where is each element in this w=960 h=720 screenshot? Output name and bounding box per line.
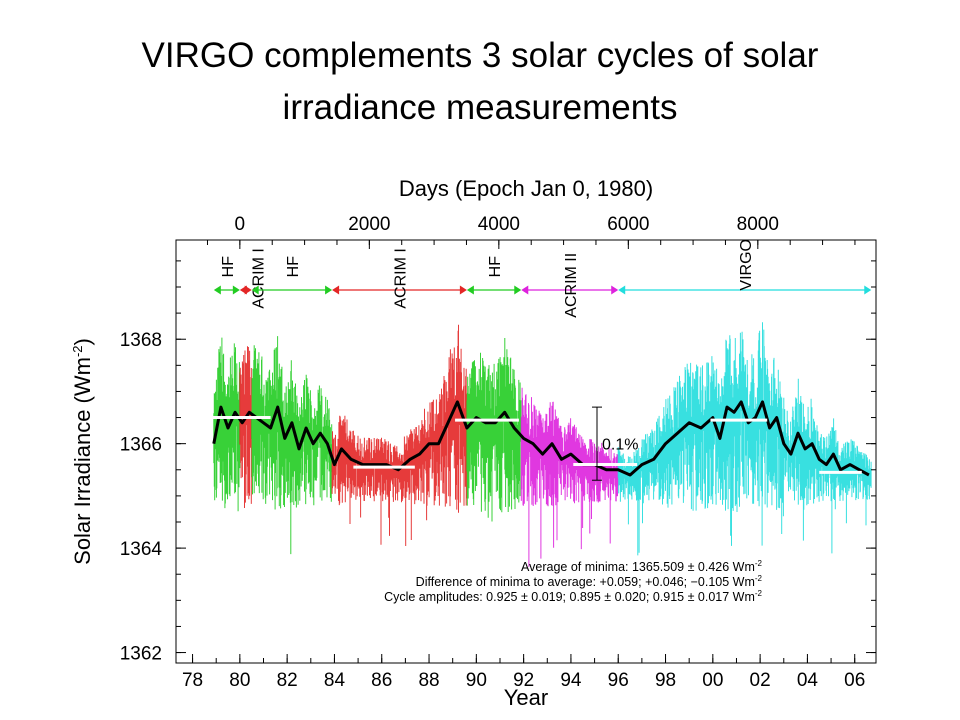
slide-title-line-1: VIRGO complements 3 solar cycles of sola… [141,36,819,75]
year-tick-label: 78 [182,670,203,691]
daily-irradiance-segment-5 [520,387,619,567]
day-tick-label: 6000 [607,214,649,235]
percent-scale-label: 0.1% [602,437,638,454]
year-tick-label: 80 [229,670,250,691]
data-layer [209,322,872,567]
instrument-label: VIRGO [738,239,755,291]
y-axis-label-text: Solar Irradiance (Wm [70,357,95,565]
instrument-span-arrow-left [332,285,340,295]
instrument-span-arrow-left [618,285,626,295]
year-tick-label: 82 [277,670,298,691]
year-tick-label: 96 [608,670,629,691]
stats-line-superscript: -2 [755,574,763,583]
slide-title: VIRGO complements 3 solar cycles of sola… [0,30,960,134]
stats-line-text: Cycle amplitudes: 0.925 ± 0.019; 0.895 ±… [384,590,755,604]
day-tick-label: 4000 [478,214,520,235]
year-tick-label: 84 [324,670,346,691]
y-axis-label-close: ) [70,338,95,345]
stats-line-text: Average of minima: 1365.509 ± 0.426 Wm [521,560,755,574]
instrument-span-arrow-left [251,285,259,295]
instrument-span-arrow-right [459,285,467,295]
daily-irradiance-segment-2 [251,336,333,555]
y-axis-label: Solar Irradiance (Wm-2) [70,338,95,565]
instrument-span-arrow-right [514,285,522,295]
annotation-layer: HF ACRIM I HF ACRIM I HF ACRIM II VIRGO 0.1% Ave… [213,239,872,604]
year-tick-label: 94 [560,670,582,691]
y-axis-label-superscript: -2 [70,345,85,357]
year-tick-label: 86 [371,670,392,691]
stats-line: Difference of minima to average: +0.059;… [416,574,763,589]
instrument-span-arrow-left [213,285,221,295]
day-tick-label: 2000 [348,214,390,235]
daily-irradiance-segment-1 [239,346,252,508]
instrument-label: HF [220,256,237,278]
daily-irradiance-segment-6 [617,322,872,556]
year-tick-label: 92 [513,670,534,691]
instrument-label: ACRIM II [563,253,580,318]
instrument-span-arrow-left [521,285,529,295]
year-tick-label: 88 [418,670,439,691]
year-tick-label: 04 [797,670,819,691]
y-tick-label: 1366 [120,435,162,456]
stats-line-superscript: -2 [755,589,763,598]
plot-frame [175,239,877,664]
instrument-span-arrow-right [232,285,240,295]
x-axis-label: Year [504,685,548,710]
daily-irradiance-segment-4 [466,338,522,522]
year-tick-label: 06 [844,670,865,691]
instrument-label: HF [285,256,302,278]
daily-irradiance-segment-3 [331,324,468,546]
axes-layer: 78 80 82 84 86 88 90 92 94 96 98 00 02 04 06 Year 0 2000 4… [70,176,876,710]
smoothed-irradiance-line [212,400,870,477]
instrument-label: HF [487,256,504,278]
instrument-label: ACRIM I [392,248,409,308]
instrument-span-arrow-left [466,285,474,295]
stats-line-superscript: -2 [755,559,763,568]
day-tick-label: 0 [235,214,246,235]
day-tick-label: 8000 [737,214,779,235]
instrument-span-arrow-right [611,285,619,295]
instrument-label: ACRIM I [251,248,268,308]
instrument-span-arrow-right [864,285,872,295]
year-tick-label: 02 [750,670,771,691]
top-axis-label: Days (Epoch Jan 0, 1980) [399,176,653,201]
stats-line-text: Difference of minima to average: +0.059;… [416,575,755,589]
year-tick-label: 00 [702,670,723,691]
year-tick-label: 90 [466,670,487,691]
y-tick-label: 1364 [120,539,163,560]
y-tick-label: 1362 [120,644,162,665]
stats-line: Average of minima: 1365.509 ± 0.426 Wm-2 [521,559,763,574]
instrument-span-arrow-right [325,285,333,295]
stats-line: Cycle amplitudes: 0.925 ± 0.019; 0.895 ±… [384,589,762,604]
y-tick-label: 1368 [120,330,162,351]
instrument-span-arrow-right [244,285,252,295]
slide-title-line-2: irradiance measurements [282,88,678,127]
year-tick-label: 98 [655,670,676,691]
